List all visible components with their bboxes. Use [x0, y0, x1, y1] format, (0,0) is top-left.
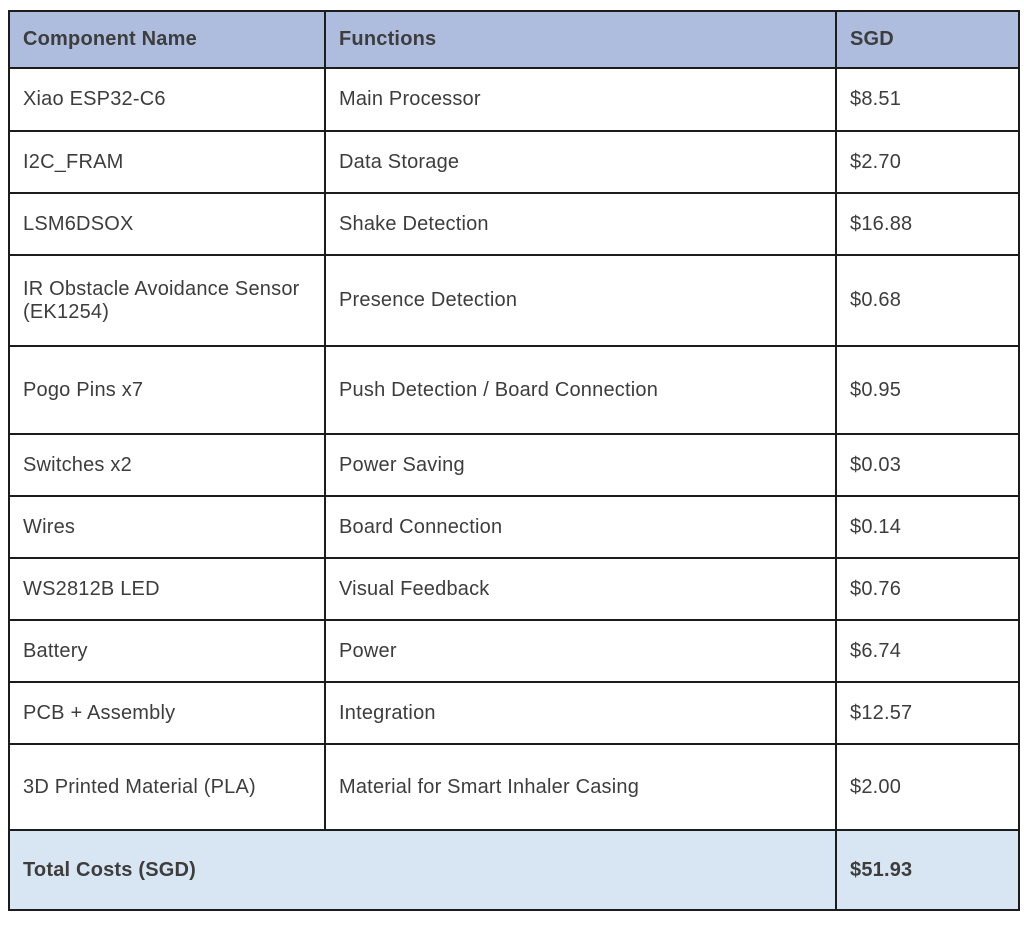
header-row: Component Name Functions SGD — [8, 10, 1020, 69]
table-row: I2C_FRAM Data Storage $2.70 — [8, 130, 1020, 194]
function-cell: Integration — [324, 681, 837, 745]
table-row: LSM6DSOX Shake Detection $16.88 — [8, 192, 1020, 256]
function-cell: Power — [324, 619, 837, 683]
cost-cell: $2.00 — [835, 743, 1020, 831]
component-name-cell: Battery — [8, 619, 326, 683]
col-header-sgd: SGD — [835, 10, 1020, 69]
cost-cell: $0.95 — [835, 345, 1020, 435]
cost-cell: $0.14 — [835, 495, 1020, 559]
col-header-functions: Functions — [324, 10, 837, 69]
component-name-cell: Pogo Pins x7 — [8, 345, 326, 435]
cost-cell: $2.70 — [835, 130, 1020, 194]
table-row: 3D Printed Material (PLA) Material for Sm… — [8, 743, 1020, 831]
function-cell: Power Saving — [324, 433, 837, 497]
component-name-cell: Switches x2 — [8, 433, 326, 497]
table-row: Switches x2 Power Saving $0.03 — [8, 433, 1020, 497]
function-cell: Board Connection — [324, 495, 837, 559]
cost-cell: $8.51 — [835, 67, 1020, 132]
table-row: Battery Power $6.74 — [8, 619, 1020, 683]
table-row: WS2812B LED Visual Feedback $0.76 — [8, 557, 1020, 621]
table-row: Pogo Pins x7 Push Detection / Board Conne… — [8, 345, 1020, 435]
function-cell: Material for Smart Inhaler Casing — [324, 743, 837, 831]
component-name-cell: I2C_FRAM — [8, 130, 326, 194]
cost-cell: $6.74 — [835, 619, 1020, 683]
total-row: Total Costs (SGD) $51.93 — [8, 829, 1020, 911]
table-header: Component Name Functions SGD — [8, 10, 1020, 69]
function-cell: Shake Detection — [324, 192, 837, 256]
component-name-cell: WS2812B LED — [8, 557, 326, 621]
table-row: Wires Board Connection $0.14 — [8, 495, 1020, 559]
cost-cell: $0.68 — [835, 254, 1020, 347]
component-name-cell: 3D Printed Material (PLA) — [8, 743, 326, 831]
component-cost-table: Component Name Functions SGD Xiao ESP32-… — [8, 10, 1020, 911]
table-row: Xiao ESP32-C6 Main Processor $8.51 — [8, 67, 1020, 132]
function-cell: Presence Detection — [324, 254, 837, 347]
function-cell: Push Detection / Board Connection — [324, 345, 837, 435]
table-row: IR Obstacle Avoidance Sensor (EK1254) Pre… — [8, 254, 1020, 347]
cost-cell: $16.88 — [835, 192, 1020, 256]
component-name-cell: IR Obstacle Avoidance Sensor (EK1254) — [8, 254, 326, 347]
cost-cell: $12.57 — [835, 681, 1020, 745]
function-cell: Main Processor — [324, 67, 837, 132]
function-cell: Data Storage — [324, 130, 837, 194]
total-value: $51.93 — [835, 829, 1020, 911]
total-label: Total Costs (SGD) — [8, 829, 837, 911]
table-row: PCB + Assembly Integration $12.57 — [8, 681, 1020, 745]
component-name-cell: Xiao ESP32-C6 — [8, 67, 326, 132]
cost-cell: $0.76 — [835, 557, 1020, 621]
function-cell: Visual Feedback — [324, 557, 837, 621]
table-body: Xiao ESP32-C6 Main Processor $8.51 I2C_FRAM… — [8, 67, 1020, 831]
col-header-component-name: Component Name — [8, 10, 326, 69]
component-name-cell: LSM6DSOX — [8, 192, 326, 256]
cost-cell: $0.03 — [835, 433, 1020, 497]
table-footer: Total Costs (SGD) $51.93 — [8, 829, 1020, 911]
component-name-cell: Wires — [8, 495, 326, 559]
component-name-cell: PCB + Assembly — [8, 681, 326, 745]
